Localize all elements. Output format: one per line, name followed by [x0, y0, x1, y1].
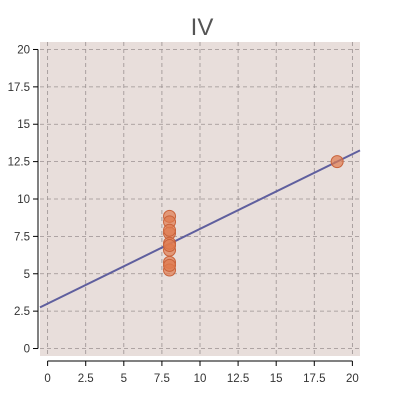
x-tick-label-5: 12.5 [227, 373, 249, 385]
regression-line [39, 149, 361, 309]
y-tick-label-5: 12.5 [8, 157, 30, 169]
y-tick-label-4: 10 [17, 194, 30, 206]
y-tick-label-6: 15 [17, 119, 30, 131]
chart-title: IV [191, 14, 214, 41]
y-tick-label-2: 5 [24, 269, 30, 281]
x-tick-label-6: 15 [270, 373, 283, 385]
y-tick-label-8: 20 [17, 44, 30, 56]
scatter-point-7 [330, 155, 344, 169]
y-tick-label-7: 17.5 [8, 82, 30, 94]
scatter-points-layer [163, 155, 344, 277]
scatter-point-8 [163, 258, 177, 272]
x-tick-label-2: 5 [121, 373, 127, 385]
y-tick-label-0: 0 [24, 344, 30, 356]
scatter-point-10 [163, 239, 177, 253]
scatter-point-9 [163, 223, 177, 237]
x-tick-label-0: 0 [44, 373, 50, 385]
x-tick-label-3: 7.5 [154, 373, 170, 385]
y-tick-label-1: 2.5 [14, 306, 30, 318]
x-tick-label-4: 10 [194, 373, 207, 385]
regression-line-layer [39, 149, 361, 309]
axes: 0 2.5 5 7.5 10 12.5 15 17.5 20 0 2.5 5 7.5 10 12.5 15 17… [8, 44, 359, 385]
x-tick-label-1: 2.5 [78, 373, 94, 385]
x-tick-label-8: 20 [346, 373, 359, 385]
x-tick-label-7: 17.5 [303, 373, 325, 385]
grid [40, 42, 360, 356]
y-tick-label-3: 7.5 [14, 231, 30, 243]
